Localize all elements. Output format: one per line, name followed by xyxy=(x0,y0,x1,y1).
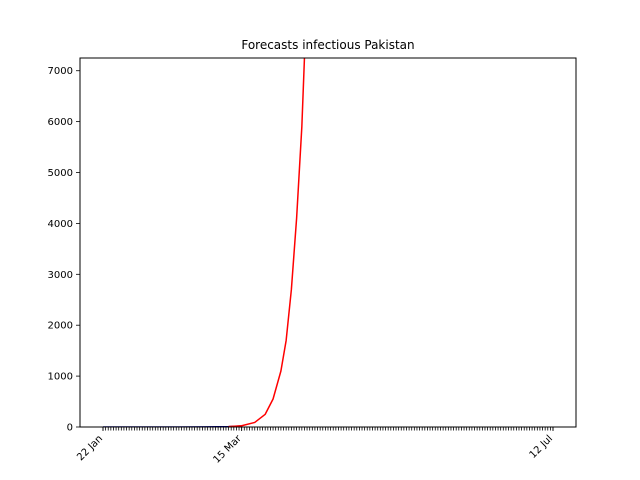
y-tick-label: 7000 xyxy=(48,66,73,77)
plot-frame xyxy=(79,57,577,428)
y-tick-label: 6000 xyxy=(48,117,73,128)
y-tick-label: 5000 xyxy=(48,168,73,179)
y-tick-label: 0 xyxy=(67,423,73,434)
y-tick-label: 1000 xyxy=(48,372,73,383)
y-tick-label: 4000 xyxy=(48,219,73,230)
chart-title: Forecasts infectious Pakistan xyxy=(241,38,414,52)
y-tick-label: 3000 xyxy=(48,270,73,281)
series-line-2 xyxy=(228,58,306,427)
y-tick-label: 2000 xyxy=(48,321,73,332)
